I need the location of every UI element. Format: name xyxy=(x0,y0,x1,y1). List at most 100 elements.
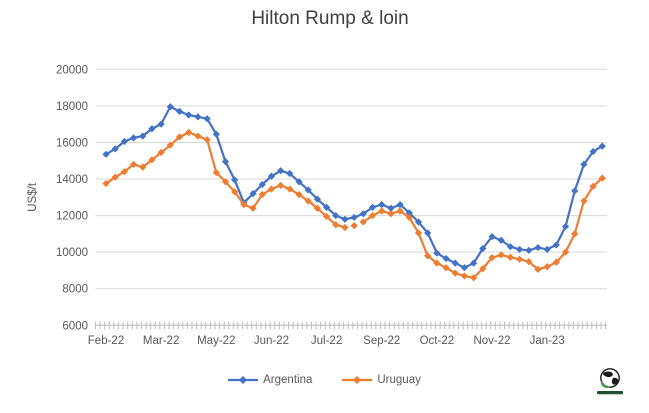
uruguay-marker xyxy=(414,229,423,237)
uruguay-marker xyxy=(322,212,331,221)
uruguay-marker xyxy=(534,265,542,273)
legend-item-argentina: Argentina xyxy=(228,374,312,386)
uruguay-marker xyxy=(571,230,579,238)
argentina-marker xyxy=(148,125,156,133)
argentina-marker xyxy=(488,233,496,241)
argentina-marker xyxy=(571,187,579,195)
x-tick-label: Jul-22 xyxy=(311,335,342,347)
uruguay-marker xyxy=(295,190,303,199)
uruguay-marker xyxy=(166,141,174,149)
uruguay-marker xyxy=(488,254,496,262)
argentina-marker xyxy=(561,222,570,231)
argentina-marker xyxy=(470,259,478,267)
uruguay-marker xyxy=(589,182,597,190)
uruguay-marker xyxy=(543,263,551,271)
uruguay-marker xyxy=(515,255,524,263)
uruguay-marker xyxy=(157,148,165,157)
argentina-marker xyxy=(414,218,423,226)
y-tick-label: 20000 xyxy=(56,64,88,76)
uruguay-marker xyxy=(470,274,478,282)
x-tick-label: Nov-22 xyxy=(473,335,510,347)
x-tick-label: Sep-22 xyxy=(363,335,400,347)
uruguay-marker xyxy=(203,136,211,144)
uruguay-marker xyxy=(460,272,469,280)
y-axis-title: US$/t xyxy=(27,182,39,212)
uruguay-marker xyxy=(258,190,266,199)
argentina-marker xyxy=(341,215,349,223)
y-tick-label: 10000 xyxy=(56,247,88,259)
argentina-marker xyxy=(304,186,312,194)
uruguay-marker xyxy=(175,133,184,141)
uruguay-marker xyxy=(378,207,386,215)
uruguay-marker xyxy=(479,265,487,273)
uruguay-marker xyxy=(341,223,349,232)
argentina-marker xyxy=(424,229,432,237)
uruguay-marker xyxy=(102,179,110,188)
argentina-marker xyxy=(221,158,230,166)
legend-item-uruguay: Uruguay xyxy=(342,374,421,386)
argentina-marker xyxy=(212,130,220,138)
uruguay-marker xyxy=(313,204,321,212)
argentina-marker xyxy=(129,134,138,142)
argentina-line-swatch xyxy=(228,376,259,384)
argentina-marker xyxy=(359,210,367,218)
argentina-marker xyxy=(534,243,542,252)
uruguay-marker xyxy=(497,251,505,259)
argentina-marker xyxy=(525,246,533,254)
uruguay-line-swatch xyxy=(342,376,373,384)
uruguay-marker xyxy=(332,221,340,229)
uruguay-marker xyxy=(267,185,276,193)
argentina-marker xyxy=(258,180,266,189)
argentina-marker xyxy=(387,204,395,212)
uruguay-marker xyxy=(598,174,606,182)
argentina-marker xyxy=(295,178,303,186)
uruguay-marker xyxy=(561,248,570,256)
uruguay-marker xyxy=(442,264,450,272)
y-tick-label: 16000 xyxy=(56,137,88,149)
legend-label-uruguay: Uruguay xyxy=(377,374,421,386)
argentina-marker xyxy=(543,245,551,254)
x-tick-label: Mar-22 xyxy=(143,335,179,347)
uruguay-marker xyxy=(506,253,514,261)
argentina-marker xyxy=(552,241,560,249)
argentina-marker xyxy=(378,201,386,209)
legend-label-argentina: Argentina xyxy=(263,374,313,386)
argentina-marker xyxy=(111,145,119,153)
argentina-marker xyxy=(589,147,597,156)
argentina-marker xyxy=(506,243,514,251)
argentina-marker xyxy=(479,244,487,253)
argentina-marker xyxy=(203,115,211,123)
uruguay-marker xyxy=(221,178,230,186)
argentina-marker xyxy=(185,111,193,119)
argentina-marker xyxy=(497,236,505,244)
uruguay-marker xyxy=(396,207,404,215)
uruguay-marker xyxy=(350,222,358,230)
uruguay-marker xyxy=(139,163,147,171)
uruguay-marker xyxy=(120,168,128,176)
uruguay-marker xyxy=(212,169,220,177)
argentina-marker xyxy=(322,203,331,211)
uruguay-marker xyxy=(249,204,257,212)
argentina-marker xyxy=(451,259,459,267)
argentina-marker xyxy=(102,150,110,158)
x-tick-label: Feb-22 xyxy=(88,335,124,347)
chart-title: Hilton Rump & loin xyxy=(251,8,409,29)
y-tick-label: 6000 xyxy=(62,320,88,332)
x-tick-label: Oct-22 xyxy=(420,335,455,347)
uruguay-marker xyxy=(185,128,193,136)
argentina-marker xyxy=(580,160,588,168)
uruguay-marker xyxy=(405,213,413,222)
y-tick-label: 12000 xyxy=(56,211,88,223)
y-tick-label: 14000 xyxy=(56,174,88,186)
x-tick-label: Jun-22 xyxy=(254,335,289,347)
argentina-series-line xyxy=(105,105,603,269)
x-tick-label: May-22 xyxy=(197,335,235,347)
uruguay-marker xyxy=(424,252,432,260)
argentina-marker xyxy=(350,213,358,222)
argentina-marker xyxy=(442,254,450,263)
argentina-marker xyxy=(277,167,285,175)
argentina-marker xyxy=(166,103,174,111)
uruguay-marker xyxy=(286,185,294,193)
